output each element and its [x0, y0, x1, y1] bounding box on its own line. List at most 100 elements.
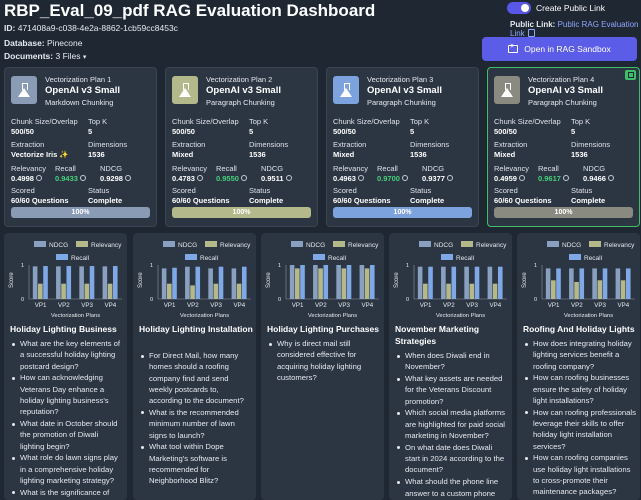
- x-axis-label: Vectorization Plans: [308, 313, 357, 319]
- legend-label: NDCG: [562, 242, 581, 249]
- metric-label: Status: [88, 186, 110, 195]
- public-link-toggle[interactable]: [507, 2, 531, 14]
- plan-card[interactable]: Vectorization Plan 4 OpenAI v3 Small Parag…: [487, 67, 640, 227]
- info-icon[interactable]: [357, 175, 364, 181]
- legend-swatch: [291, 241, 303, 247]
- question-item[interactable]: What role do lawn signs play in a compre…: [11, 452, 123, 486]
- progress-bar: 100%: [494, 207, 633, 218]
- info-icon[interactable]: [446, 175, 453, 181]
- info-icon[interactable]: [196, 175, 203, 181]
- bar-ndcg: [545, 268, 551, 299]
- metric-value: 0.9298: [100, 174, 131, 183]
- metric-ndcg: NDCG 0.9377: [422, 164, 453, 183]
- info-icon[interactable]: [562, 175, 569, 181]
- metric-label: Chunk Size/Overlap: [494, 117, 561, 126]
- question-item[interactable]: How can roofing companies use holiday li…: [524, 452, 636, 497]
- flask-icon: [179, 83, 191, 97]
- y-tick-label: 0: [278, 297, 281, 303]
- question-item[interactable]: On what date does Diwali start in 2024 a…: [396, 442, 508, 476]
- open-sandbox-button[interactable]: Open in RAG Sandbox: [482, 37, 637, 61]
- question-item[interactable]: Why is direct mail still considered effe…: [268, 338, 380, 383]
- public-link[interactable]: Public RAG Evaluation Link: [510, 20, 639, 38]
- bar-relevancy: [107, 283, 113, 299]
- metric-dimensions: Dimensions 1536: [249, 140, 288, 159]
- bar-relevancy: [551, 280, 556, 299]
- x-tick-label: VP3: [594, 302, 606, 309]
- documents-line: Documents: 3 Files ▾: [4, 51, 86, 61]
- question-item[interactable]: How does integrating holiday lighting se…: [524, 338, 636, 372]
- info-icon[interactable]: [607, 175, 614, 181]
- metric-value-text: 60/60 Questions: [494, 196, 552, 205]
- bar-relevancy: [318, 268, 323, 299]
- sandbox-button-label: Open in RAG Sandbox: [524, 44, 611, 54]
- x-tick-label: VP4: [618, 302, 630, 309]
- y-tick-label: 0: [150, 297, 153, 303]
- metric-chunk: Chunk Size/Overlap 500/50: [172, 117, 239, 136]
- question-item[interactable]: What key assets are needed for the Veter…: [396, 373, 508, 407]
- info-icon[interactable]: [401, 175, 408, 181]
- metric-label: Extraction: [11, 140, 45, 149]
- metric-relevancy: Relevancy 0.4963: [333, 164, 368, 183]
- question-item[interactable]: For Direct Mail, how many homes should a…: [140, 350, 252, 406]
- metric-value-text: 0.4998: [11, 174, 34, 183]
- question-item[interactable]: How can roofing professionals leverage t…: [524, 407, 636, 452]
- legend-swatch: [333, 241, 345, 247]
- metric-value: 0.9511: [261, 174, 292, 183]
- public-link-label: Public Link:: [510, 20, 556, 29]
- info-icon[interactable]: [240, 175, 247, 181]
- question-item[interactable]: What tool within Dope Marketing's softwa…: [140, 441, 252, 486]
- info-icon[interactable]: [285, 175, 292, 181]
- question-item[interactable]: How can roofing businesses ensure the sa…: [524, 372, 636, 406]
- question-item[interactable]: When does Diwali end in November?: [396, 350, 508, 373]
- bar-relevancy: [423, 283, 428, 299]
- metric-value: 1536: [571, 150, 610, 159]
- x-tick-label: VP4: [362, 302, 374, 309]
- topic-cards: NDCG Relevancy Recall Score 0 1 VP1 VP2 VP3 VP4 Ve…: [4, 233, 641, 500]
- bar-recall: [451, 266, 457, 299]
- plan-card[interactable]: Vectorization Plan 2 OpenAI v3 Small Parag…: [165, 67, 318, 227]
- chevron-down-icon[interactable]: ▾: [82, 54, 87, 61]
- x-tick-label: VP1: [292, 302, 304, 309]
- documents-value[interactable]: 3 Files: [55, 51, 81, 61]
- question-item[interactable]: What date in October should the promotio…: [11, 418, 123, 452]
- metric-extraction: Extraction Mixed: [494, 140, 527, 159]
- metric-label: Dimensions: [571, 140, 611, 149]
- metric-value-text: 0.9700: [377, 174, 400, 183]
- copy-icon[interactable]: [527, 29, 535, 37]
- bar-relevancy: [446, 283, 451, 299]
- plan-card[interactable]: Vectorization Plan 3 OpenAI v3 Small Parag…: [326, 67, 479, 227]
- legend-swatch: [419, 241, 431, 247]
- x-tick-label: VP2: [187, 302, 199, 309]
- question-item[interactable]: What should the phone line answer to a c…: [396, 476, 508, 500]
- bar-relevancy: [61, 283, 66, 299]
- metric-value-text: 1536: [249, 150, 266, 159]
- bar-ndcg: [32, 266, 38, 299]
- info-icon[interactable]: [79, 175, 86, 181]
- metric-label: Recall: [55, 164, 76, 173]
- bar-relevancy: [213, 283, 219, 299]
- progress-bar: 100%: [172, 207, 311, 218]
- metric-label: Extraction: [172, 140, 206, 149]
- question-item[interactable]: How can acknowledging Veterans Day enhan…: [11, 372, 123, 417]
- info-icon[interactable]: [35, 175, 42, 181]
- legend-label: Relevancy: [348, 242, 379, 249]
- plan-card[interactable]: Vectorization Plan 1 OpenAI v3 Small Markd…: [4, 67, 157, 227]
- question-item[interactable]: What is the recommended minimum number o…: [140, 407, 252, 441]
- metric-value: 5: [571, 127, 590, 136]
- bar-relevancy: [492, 283, 498, 299]
- info-icon[interactable]: [518, 175, 525, 181]
- question-item[interactable]: What is the significance of Diwali in re…: [11, 487, 123, 500]
- bar-recall: [579, 268, 585, 299]
- metric-label: NDCG: [422, 164, 445, 173]
- x-tick-label: VP3: [466, 302, 478, 309]
- plan-avatar: [333, 76, 359, 104]
- question-item[interactable]: Which social media platforms are highlig…: [396, 407, 508, 441]
- info-icon[interactable]: [124, 175, 131, 181]
- legend-label: Relevancy: [91, 242, 122, 249]
- question-item[interactable]: What are the key elements of a successfu…: [11, 338, 123, 372]
- metric-value-text: Complete: [410, 196, 445, 205]
- question-list: What are the key elements of a successfu…: [11, 338, 123, 500]
- bar-recall: [172, 267, 177, 299]
- terminal-icon: [508, 43, 519, 53]
